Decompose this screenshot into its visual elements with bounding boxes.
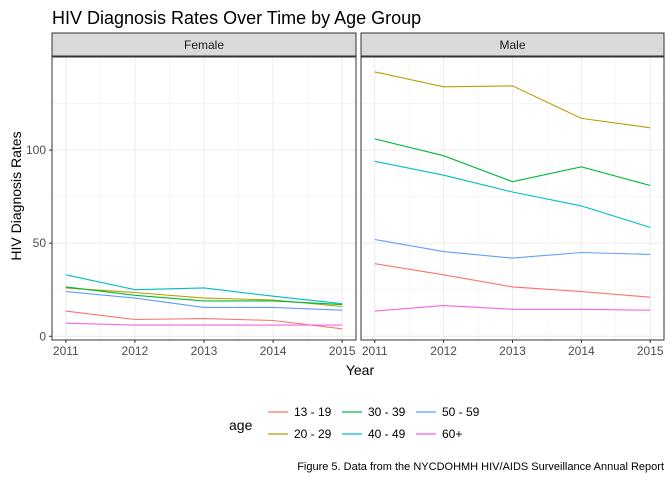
y-tick-label: 0 [39, 329, 46, 343]
series-line-female-40-49 [65, 274, 343, 305]
legend-label: 30 - 39 [368, 405, 406, 419]
x-tick-label: 2012 [122, 344, 149, 358]
legend-item: 20 - 29 [268, 427, 332, 441]
series-line-female-30-39 [65, 286, 343, 306]
facet-strip [360, 32, 665, 57]
legend-item: 30 - 39 [342, 405, 406, 419]
x-tick-label: 2013 [191, 344, 218, 358]
series-line-male-30-39 [374, 138, 651, 187]
x-tick-label: 2011 [362, 344, 388, 358]
legend-item: 50 - 59 [416, 405, 480, 419]
series-line-female-60plus [65, 322, 343, 326]
series-line-male-13-19 [374, 263, 651, 298]
panel-male: Male 2011 2012 2013 2014 2015 [360, 32, 665, 358]
series-line-male-60plus [374, 305, 651, 312]
series-line-male-20-29 [374, 71, 651, 129]
figure-caption: Figure 5. Data from the NYCDOHMH HIV/AID… [297, 461, 664, 473]
legend-item: 60+ [416, 427, 462, 441]
x-tick-label: 2014 [260, 344, 287, 358]
grid-lines [52, 57, 356, 340]
legend-label: 20 - 29 [294, 427, 332, 441]
x-axis-title: Year [346, 362, 375, 378]
x-tick-label: 2014 [568, 344, 595, 358]
facet-label-female: Female [184, 38, 224, 52]
x-tick-label: 2011 [53, 344, 79, 358]
series-line-male-50-59 [374, 238, 651, 259]
legend-label: 60+ [442, 427, 462, 441]
legend-item: 40 - 49 [342, 427, 406, 441]
y-axis-title: HIV Diagnosis Rates [8, 131, 24, 260]
y-tick-label: 50 [33, 236, 47, 250]
x-tick-label: 2013 [499, 344, 526, 358]
chart-title: HIV Diagnosis Rates Over Time by Age Gro… [52, 8, 421, 28]
legend: age 13 - 19 20 - 29 30 - 39 40 - 49 50 - 59 6… [229, 405, 480, 441]
panel-female: Female 2011 2012 2013 2014 2015 0 50 100 [26, 32, 357, 358]
facet-strip [51, 32, 357, 57]
series-line-male-40-49 [374, 160, 651, 228]
series-line-female-50-59 [65, 291, 343, 311]
y-tick-label: 100 [26, 143, 46, 157]
legend-title: age [229, 417, 253, 433]
legend-label: 50 - 59 [442, 405, 480, 419]
series-line-female-13-19 [65, 310, 343, 330]
legend-item: 13 - 19 [268, 405, 332, 419]
legend-label: 40 - 49 [368, 427, 406, 441]
x-tick-label: 2012 [430, 344, 457, 358]
x-tick-label: 2015 [329, 344, 356, 358]
grid-lines [361, 57, 664, 340]
facet-label-male: Male [499, 38, 525, 52]
x-tick-label: 2015 [637, 344, 664, 358]
legend-label: 13 - 19 [294, 405, 332, 419]
